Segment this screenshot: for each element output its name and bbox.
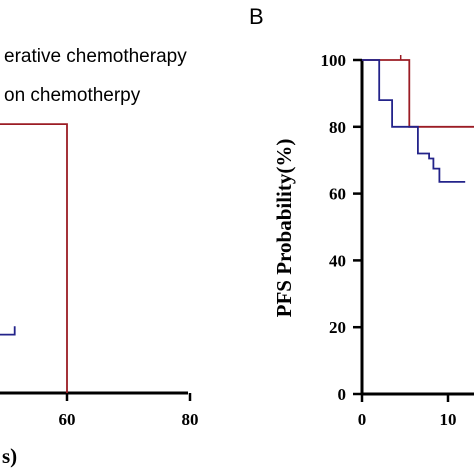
panel-a-series-2 xyxy=(0,326,16,336)
panel-b-y-ticks: 0 20 40 60 80 100 xyxy=(321,51,362,404)
panel-a-series-1 xyxy=(0,123,68,393)
legend-item-1: erative chemotherapy xyxy=(4,46,187,67)
panel-b-y-axis-title: PFS Probability(%) xyxy=(272,139,296,318)
panel-b-y-tick-label: 20 xyxy=(329,318,346,337)
panel-a-x-axis-title: s) xyxy=(2,444,17,468)
panel-b-x-tick-label: 10 xyxy=(440,410,457,429)
panel-b-plot: 0 20 40 60 80 100 0 10 PFS Probability(%) xyxy=(272,51,474,429)
panel-b-label: B xyxy=(249,4,264,29)
legend: erative chemotherapy on chemotherpy xyxy=(4,46,187,106)
panel-b-x-ticks: 0 10 xyxy=(358,394,457,429)
panel-b-series-1 xyxy=(362,59,474,128)
panel-b-series-2 xyxy=(362,59,466,183)
panel-a-x-tick-label: 80 xyxy=(182,410,199,429)
panel-b-x-tick-label: 0 xyxy=(358,410,367,429)
panel-b-y-tick-label: 0 xyxy=(338,385,347,404)
legend-item-2: on chemotherpy xyxy=(4,85,141,106)
panel-b-y-tick-label: 60 xyxy=(329,185,346,204)
panel-b-y-tick-label: 100 xyxy=(321,51,347,70)
panel-a-x-tick-label: 60 xyxy=(59,410,76,429)
panel-a-series xyxy=(0,123,68,393)
panel-b-series xyxy=(362,55,474,183)
panel-b-y-tick-label: 80 xyxy=(329,118,346,137)
panel-b-y-tick-label: 40 xyxy=(329,251,346,270)
